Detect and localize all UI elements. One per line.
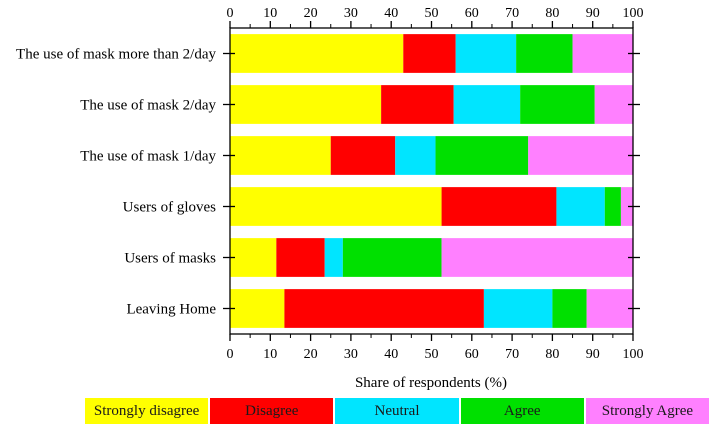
- legend-item: Strongly Agree: [584, 397, 711, 425]
- legend-label: Neutral: [374, 402, 420, 419]
- x-tick-label-top: 10: [263, 6, 277, 21]
- x-axis-label: Share of respondents (%): [355, 375, 507, 391]
- x-tick-label: 90: [586, 347, 600, 362]
- bar-segment: [230, 34, 404, 73]
- bar-segment: [586, 289, 633, 328]
- bar-segment: [324, 238, 343, 277]
- bar-segment: [403, 34, 456, 73]
- category-label: The use of mask more than 2/day: [16, 47, 216, 63]
- bar-segment: [230, 136, 331, 175]
- legend-label: Strongly disagree: [93, 402, 200, 419]
- legend: Strongly disagree Disagree Neutral Agree Str…: [84, 397, 711, 427]
- bar-segment: [516, 34, 573, 73]
- x-tick-label-top: 60: [465, 6, 479, 21]
- x-tick-label-top: 50: [425, 6, 439, 21]
- bar-segment: [342, 238, 442, 277]
- legend-item: Agree: [459, 397, 585, 425]
- legend-label: Disagree: [245, 402, 299, 419]
- bar-segment: [284, 289, 484, 328]
- bar-segment: [441, 238, 633, 277]
- legend-label: Agree: [503, 402, 541, 419]
- category-label: The use of mask 1/day: [80, 149, 216, 165]
- bar-group: [230, 34, 633, 328]
- bar-segment: [455, 34, 517, 73]
- bar-segment: [381, 85, 454, 124]
- x-tick-label: 50: [425, 347, 439, 362]
- bar-segment: [620, 187, 633, 226]
- x-tick-label-top: 80: [545, 6, 559, 21]
- bar-segment: [441, 187, 557, 226]
- bar-segment: [572, 34, 633, 73]
- x-tick-label-top: 70: [505, 6, 519, 21]
- x-tick-label: 60: [465, 347, 479, 362]
- category-label: Users of gloves: [123, 200, 216, 216]
- category-label: The use of mask 2/day: [80, 98, 216, 114]
- bar-segment: [556, 187, 605, 226]
- category-label: Leaving Home: [126, 302, 216, 318]
- axis-ticks: 0 0 10 10 20 20 30 30 40 40 50 50 60 60 70 70 80 80 90 90 10…: [223, 6, 644, 362]
- x-tick-label: 10: [263, 347, 277, 362]
- legend-item: Strongly disagree: [84, 397, 210, 425]
- x-tick-label: 20: [304, 347, 318, 362]
- bar-segment: [552, 289, 587, 328]
- x-tick-label: 30: [344, 347, 358, 362]
- bar-segment: [230, 289, 285, 328]
- bar-segment: [520, 85, 595, 124]
- bar-segment: [230, 85, 382, 124]
- category-labels: The use of mask more than 2/day The use o…: [16, 47, 216, 318]
- legend-item: Disagree: [209, 397, 335, 425]
- bar-segment: [594, 85, 633, 124]
- legend-item: Neutral: [334, 397, 460, 425]
- bar-segment: [395, 136, 436, 175]
- x-tick-label-top: 90: [586, 6, 600, 21]
- bar-segment: [483, 289, 553, 328]
- x-tick-label: 0: [227, 347, 234, 362]
- stacked-bar-chart: The use of mask more than 2/day The use o…: [16, 6, 644, 391]
- x-tick-label-top: 0: [227, 6, 234, 21]
- bar-segment: [604, 187, 621, 226]
- bar-segment: [453, 85, 521, 124]
- x-tick-label-top: 30: [344, 6, 358, 21]
- bar-segment: [528, 136, 633, 175]
- bar-segment: [276, 238, 325, 277]
- legend-label: Strongly Agree: [601, 402, 694, 419]
- x-tick-label-top: 100: [623, 6, 644, 21]
- bar-segment: [435, 136, 529, 175]
- x-tick-label-top: 40: [384, 6, 398, 21]
- category-label: Users of masks: [124, 251, 216, 267]
- x-tick-label: 40: [384, 347, 398, 362]
- x-tick-label: 70: [505, 347, 519, 362]
- x-tick-label-top: 20: [304, 6, 318, 21]
- bar-segment: [230, 187, 442, 226]
- bar-segment: [330, 136, 396, 175]
- bar-segment: [230, 238, 277, 277]
- x-tick-label: 80: [545, 347, 559, 362]
- x-tick-label: 100: [623, 347, 644, 362]
- plot-frame: [229, 27, 634, 335]
